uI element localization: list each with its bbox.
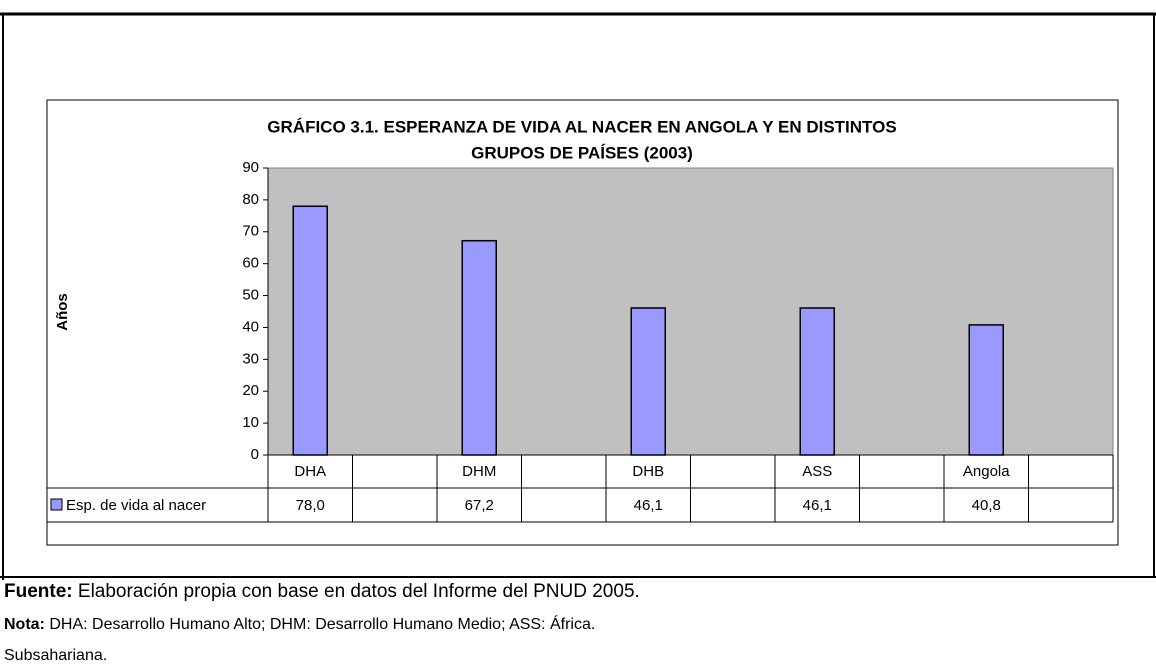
y-axis-label: Años [54,293,71,331]
x-tick-label: DHA [294,463,326,480]
source-text: Elaboración propia con base en datos del… [77,581,640,602]
y-tick-label: 40 [242,318,259,335]
data-label: 78,0 [296,497,325,514]
bar [461,239,497,456]
data-label: 67,2 [465,497,494,514]
data-label: 46,1 [634,497,663,514]
y-tick-label: 70 [242,223,259,240]
source-label: Fuente: [4,581,73,602]
y-tick-label: 90 [242,159,259,176]
legend-key [50,498,63,511]
note-text: DHA: Desarrollo Humano Alto; DHM: Desarr… [49,616,596,633]
chart-title: GRÁFICO 3.1. ESPERANZA DE VIDA AL NACER … [267,117,896,136]
source: Fuente: Elaboración propia con base en d… [4,581,640,603]
chart-title: GRUPOS DE PAÍSES (2003) [471,143,693,162]
note-label: Nota: [4,616,45,633]
x-tick-label: Angola [963,463,1010,480]
bar [292,205,328,456]
bar [630,307,666,456]
chart: GRÁFICO 3.1. ESPERANZA DE VIDA AL NACER … [0,12,1156,580]
data-label: 46,1 [803,497,832,514]
x-tick-label: DHM [462,463,496,480]
note: Subsahariana. [4,647,107,665]
y-tick-label: 20 [242,382,259,399]
note: Nota: DHA: Desarrollo Humano Alto; DHM: … [4,616,595,634]
y-tick-label: 50 [242,287,259,304]
data-label: 40,8 [972,497,1001,514]
note-text: Subsahariana. [4,647,108,664]
legend-label: Esp. de vida al nacer [66,497,206,514]
y-tick-label: 60 [242,255,259,272]
x-tick-label: DHB [632,463,664,480]
x-tick-label: ASS [802,463,832,480]
y-tick-label: 30 [242,350,259,367]
y-tick-label: 10 [242,414,259,431]
bar [799,307,835,456]
y-tick-label: 80 [242,191,259,208]
bar [968,324,1004,456]
y-tick-label: 0 [251,446,259,463]
